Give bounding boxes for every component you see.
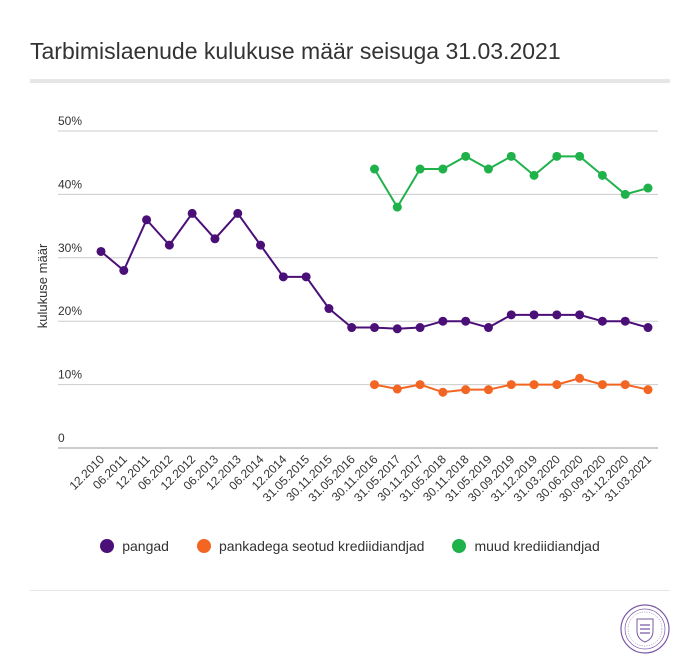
data-point[interactable] <box>392 324 402 334</box>
title-divider <box>30 79 670 83</box>
legend-item-muud[interactable]: muud krediidiandjad <box>452 538 600 554</box>
y-tick-label: 10% <box>58 368 82 382</box>
data-point[interactable] <box>324 304 334 314</box>
data-point[interactable] <box>643 385 653 395</box>
legend-marker-pangad <box>100 539 115 553</box>
data-point[interactable] <box>483 323 493 333</box>
legend-marker-muud <box>452 539 467 553</box>
data-point[interactable] <box>461 151 471 161</box>
data-point[interactable] <box>620 189 630 199</box>
data-point[interactable] <box>483 164 493 174</box>
data-point[interactable] <box>461 385 471 395</box>
data-point[interactable] <box>461 316 471 326</box>
data-point[interactable] <box>187 208 197 218</box>
data-point[interactable] <box>392 384 402 394</box>
data-point[interactable] <box>438 387 448 397</box>
series-line <box>373 155 649 209</box>
data-point[interactable] <box>529 310 539 320</box>
footer-divider <box>30 590 670 591</box>
data-point[interactable] <box>438 316 448 326</box>
data-point[interactable] <box>575 373 585 383</box>
data-point[interactable] <box>415 164 425 174</box>
data-point[interactable] <box>210 234 220 244</box>
data-point[interactable] <box>643 323 653 333</box>
series-line <box>100 212 649 330</box>
data-point[interactable] <box>233 208 243 218</box>
y-axis-ticks: 0 10% 20% 30% 40% 50% <box>58 114 82 445</box>
data-point[interactable] <box>597 170 607 180</box>
data-point[interactable] <box>438 164 448 174</box>
data-point[interactable] <box>506 151 516 161</box>
gridlines <box>58 130 658 449</box>
data-point[interactable] <box>164 240 174 250</box>
data-point[interactable] <box>142 215 152 225</box>
legend-label-pankadega-seotud: pankadega seotud krediidiandjad <box>218 538 425 554</box>
data-point[interactable] <box>278 272 288 282</box>
data-point[interactable] <box>415 323 425 333</box>
data-point[interactable] <box>552 151 562 161</box>
data-point[interactable] <box>483 385 493 395</box>
data-point[interactable] <box>119 265 129 275</box>
series-lines <box>96 151 653 397</box>
data-point[interactable] <box>643 183 653 193</box>
data-point[interactable] <box>597 380 607 390</box>
y-axis-title: kulukuse määr <box>35 243 50 328</box>
y-tick-label: 50% <box>58 114 82 128</box>
data-point[interactable] <box>347 323 357 333</box>
series-1 <box>370 373 653 397</box>
data-point[interactable] <box>256 240 266 250</box>
data-point[interactable] <box>597 316 607 326</box>
data-point[interactable] <box>301 272 311 282</box>
data-point[interactable] <box>575 151 585 161</box>
x-axis-ticks: 12.201006.201112.201106.201212.201206.20… <box>67 452 655 505</box>
data-point[interactable] <box>620 380 630 390</box>
series-0 <box>96 208 653 334</box>
data-point[interactable] <box>96 246 106 256</box>
data-point[interactable] <box>392 202 402 212</box>
data-point[interactable] <box>529 380 539 390</box>
seal-logo <box>620 604 670 654</box>
data-point[interactable] <box>370 323 379 333</box>
series-2 <box>370 151 653 212</box>
legend-item-pangad[interactable]: pangad <box>100 538 169 554</box>
y-tick-label: 0 <box>58 431 65 445</box>
data-point[interactable] <box>529 170 539 180</box>
data-point[interactable] <box>552 380 562 390</box>
legend-label-pangad: pangad <box>122 538 169 554</box>
data-point[interactable] <box>552 310 562 320</box>
data-point[interactable] <box>575 310 585 320</box>
legend-label-muud: muud krediidiandjad <box>474 538 600 554</box>
legend: pangad pankadega seotud krediidiandjad m… <box>0 538 700 554</box>
data-point[interactable] <box>415 380 425 390</box>
y-tick-label: 30% <box>58 241 82 255</box>
y-tick-label: 20% <box>58 304 82 318</box>
line-chart: 0 10% 20% 30% 40% 50% kulukuse määr 12.201006… <box>35 114 658 505</box>
data-point[interactable] <box>506 380 516 390</box>
legend-marker-pankadega-seotud <box>196 539 211 553</box>
data-point[interactable] <box>506 310 516 320</box>
y-tick-label: 40% <box>58 177 82 191</box>
data-point[interactable] <box>370 380 379 390</box>
data-point[interactable] <box>370 164 379 174</box>
legend-item-pankadega-seotud[interactable]: pankadega seotud krediidiandjad <box>196 538 425 554</box>
data-point[interactable] <box>620 316 630 326</box>
chart-title: Tarbimislaenude kulukuse määr seisuga 31… <box>30 38 561 64</box>
